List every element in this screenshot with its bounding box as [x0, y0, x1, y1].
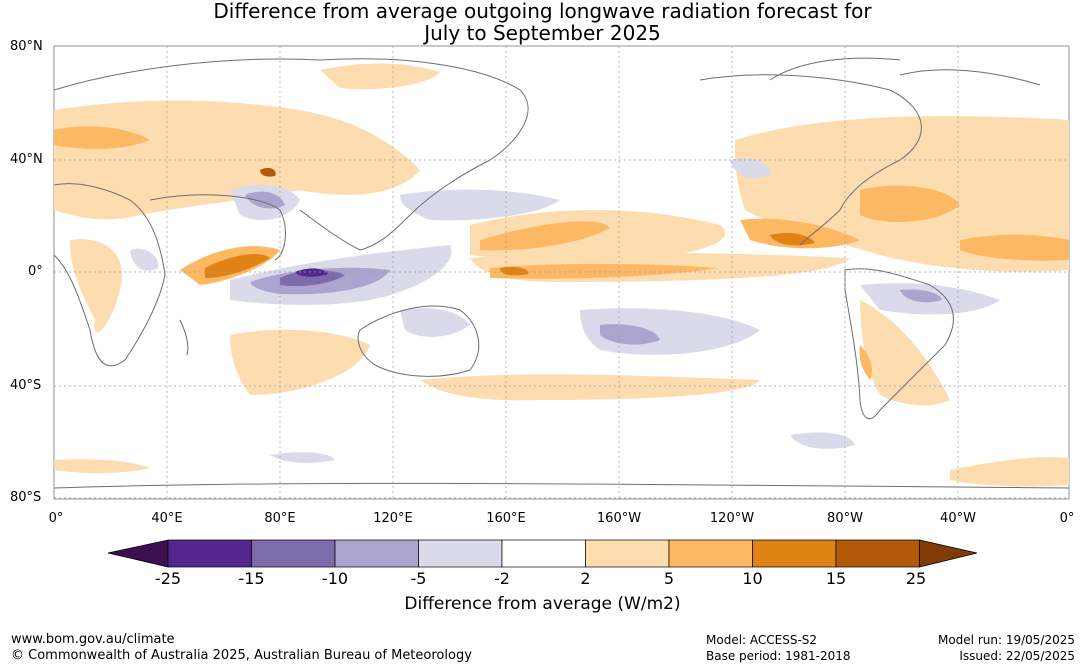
issued-date: Issued: 22/05/2025 [959, 649, 1075, 663]
colorbar-left-arrow [107, 539, 169, 568]
colorbar-bin [585, 539, 670, 568]
chart-title-line-2: July to September 2025 [424, 21, 661, 45]
model-run-date: Model run: 19/05/2025 [937, 633, 1075, 647]
moderate-negative-regions [245, 191, 942, 345]
coastlines [53, 57, 1070, 489]
lon-label: 160°E [486, 511, 526, 526]
colorbar-tick: -15 [238, 569, 265, 588]
colorbar-bin [334, 539, 419, 568]
lon-label: 120°E [373, 511, 413, 526]
colorbar-bin [251, 539, 336, 568]
lat-label: 40°N [10, 152, 43, 167]
colorbar-tick: 25 [905, 569, 927, 588]
colorbar [107, 539, 978, 568]
colorbar-tick: -25 [154, 569, 182, 588]
colorbar-bin [418, 539, 503, 568]
colorbar-bin [501, 539, 586, 568]
colorbar-tick: -10 [321, 569, 349, 588]
colorbar-bin [835, 539, 920, 568]
strong-negative-regions [280, 268, 345, 287]
footer-url: www.bom.gov.au/climate [11, 632, 175, 647]
colorbar-tick: 5 [663, 569, 675, 588]
graticule [54, 45, 1069, 499]
lat-label: 0° [28, 264, 43, 279]
footer-copyright: © Commonwealth of Australia 2025, Austra… [11, 648, 472, 663]
strong-positive-regions [205, 167, 815, 278]
chart-title-line-1: Difference from average outgoing longwav… [213, 0, 872, 23]
lon-label: 40°W [940, 511, 976, 526]
colorbar-tick: 2 [580, 569, 591, 588]
model-name: Model: ACCESS-S2 [706, 633, 818, 647]
lon-label: 40°E [151, 511, 183, 526]
lon-label: 80°W [827, 511, 863, 526]
colorbar-label: Difference from average (W/m2) [404, 594, 681, 614]
lon-label: 160°W [596, 511, 642, 526]
colorbar-right-arrow [919, 539, 978, 568]
lon-label: 120°W [709, 511, 755, 526]
colorbar-bin [668, 539, 753, 568]
lon-label: 0° [1059, 511, 1075, 526]
base-period: Base period: 1981-2018 [706, 649, 851, 663]
lat-label: 40°S [10, 378, 42, 393]
lat-label: 80°N [10, 39, 43, 54]
lat-label: 80°S [10, 490, 42, 505]
colorbar-tick: 10 [742, 569, 763, 588]
colorbar-bin [752, 539, 837, 568]
colorbar-tick: -5 [410, 569, 427, 588]
colorbar-tick: 15 [825, 569, 847, 588]
colorbar-bin [167, 539, 252, 568]
lon-label: 0° [48, 511, 64, 526]
lon-label: 80°E [264, 511, 296, 526]
colorbar-tick: -2 [494, 569, 510, 588]
